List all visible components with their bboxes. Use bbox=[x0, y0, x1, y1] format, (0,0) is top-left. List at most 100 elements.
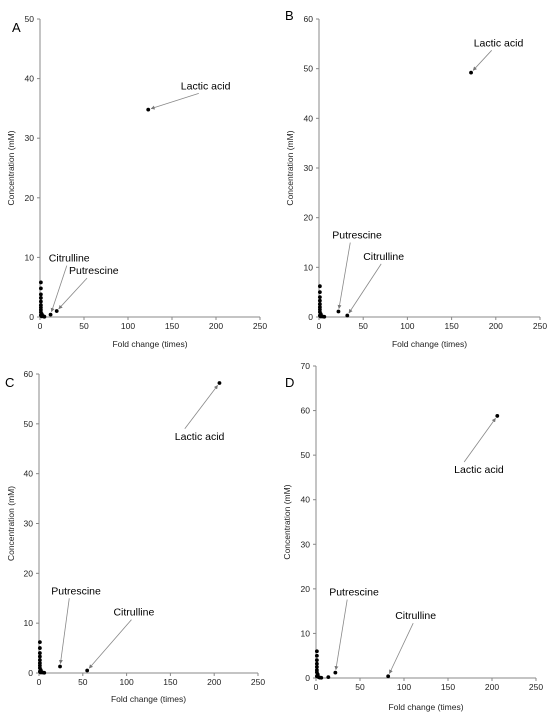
annotation-arrow bbox=[472, 50, 492, 71]
annotation-label: Citrulline bbox=[113, 607, 154, 619]
y-axis-title: Concentration (mM) bbox=[6, 486, 16, 561]
annotation-label: Putrescine bbox=[69, 265, 119, 277]
y-tick-label: 20 bbox=[301, 584, 311, 594]
x-tick-label: 50 bbox=[78, 677, 88, 687]
data-point bbox=[317, 295, 322, 300]
y-tick-label: 50 bbox=[25, 14, 35, 24]
data-point bbox=[319, 675, 324, 680]
x-axis-title: Fold change (times) bbox=[392, 339, 467, 349]
annotation-arrow bbox=[150, 92, 199, 110]
y-tick-label: 40 bbox=[301, 495, 311, 505]
data-point bbox=[345, 313, 350, 318]
annotation-arrow bbox=[50, 265, 68, 313]
data-point bbox=[37, 658, 42, 662]
data-point bbox=[48, 312, 53, 317]
annotation-arrow bbox=[184, 385, 218, 430]
y-tick-label: 50 bbox=[24, 419, 34, 429]
y-axis-title: Concentration (mM) bbox=[6, 130, 16, 205]
data-point bbox=[314, 664, 319, 669]
x-tick-label: 150 bbox=[163, 677, 177, 687]
data-point bbox=[314, 653, 319, 658]
x-tick-label: 250 bbox=[253, 321, 267, 331]
x-tick-label: 100 bbox=[400, 321, 414, 331]
x-tick-label: 200 bbox=[209, 321, 223, 331]
data-point bbox=[37, 651, 42, 655]
y-tick-label: 30 bbox=[24, 519, 34, 529]
y-tick-label: 0 bbox=[305, 673, 310, 683]
data-point bbox=[146, 107, 151, 112]
data-point bbox=[333, 670, 338, 675]
panel-label: A bbox=[12, 20, 21, 35]
y-tick-label: 10 bbox=[24, 618, 34, 628]
annotation-label: Citrulline bbox=[363, 251, 404, 263]
x-tick-label: 100 bbox=[121, 321, 135, 331]
x-tick-label: 200 bbox=[207, 677, 221, 687]
data-point bbox=[386, 674, 391, 679]
y-axis-title: Concentration (mM) bbox=[282, 484, 292, 559]
x-tick-label: 150 bbox=[441, 682, 455, 692]
data-point bbox=[42, 314, 47, 319]
panel-b: B 0 10 20 30 40 50 60 0 50 100 150 200 250 Fold change… bbox=[285, 8, 547, 349]
data-point bbox=[217, 381, 222, 385]
x-tick-label: 100 bbox=[120, 677, 134, 687]
data-point bbox=[314, 649, 319, 654]
x-axis-title: Fold change (times) bbox=[112, 339, 187, 349]
annotation-arrow bbox=[337, 242, 351, 309]
x-tick-label: 250 bbox=[529, 682, 543, 692]
data-point bbox=[317, 298, 322, 303]
y-tick-label: 50 bbox=[301, 450, 311, 460]
panel-label: B bbox=[285, 8, 294, 23]
y-tick-label: 10 bbox=[304, 262, 314, 272]
data-point bbox=[85, 668, 90, 673]
y-axis-title: Concentration (mM) bbox=[285, 130, 295, 205]
annotation-arrow bbox=[58, 277, 88, 310]
x-tick-label: 50 bbox=[79, 321, 89, 331]
annotation-label: Lactic acid bbox=[175, 431, 225, 443]
data-point bbox=[495, 414, 500, 418]
data-point bbox=[317, 302, 322, 306]
data-point bbox=[469, 70, 473, 75]
panel-label: C bbox=[5, 375, 14, 390]
data-point bbox=[37, 646, 42, 650]
y-tick-label: 20 bbox=[25, 193, 35, 203]
y-tick-label: 30 bbox=[304, 163, 314, 173]
y-tick-label: 50 bbox=[304, 64, 314, 74]
x-tick-label: 0 bbox=[314, 682, 319, 692]
data-point bbox=[42, 670, 47, 675]
panel-d: D 0 10 20 30 40 50 60 70 0 50 100 150 200 250 Fold chan… bbox=[282, 361, 543, 712]
data-point bbox=[38, 670, 43, 675]
x-tick-label: 150 bbox=[445, 321, 459, 331]
annotation-arrow bbox=[389, 622, 414, 674]
annotation-arrow bbox=[88, 619, 132, 669]
data-point bbox=[54, 309, 59, 313]
y-tick-label: 30 bbox=[301, 539, 311, 549]
annotation-label: Lactic acid bbox=[474, 37, 524, 49]
annotation-arrow bbox=[463, 418, 496, 463]
data-point bbox=[38, 292, 43, 297]
x-tick-label: 150 bbox=[165, 321, 179, 331]
annotation-label: Putrescine bbox=[329, 587, 379, 599]
data-point bbox=[58, 664, 62, 669]
y-tick-label: 40 bbox=[25, 74, 35, 84]
data-point bbox=[322, 314, 327, 319]
x-tick-label: 200 bbox=[489, 321, 503, 331]
data-point bbox=[38, 286, 43, 291]
x-tick-label: 100 bbox=[397, 682, 411, 692]
x-tick-label: 250 bbox=[533, 321, 547, 331]
data-point bbox=[317, 284, 322, 289]
x-tick-label: 200 bbox=[485, 682, 499, 692]
x-tick-label: 50 bbox=[358, 321, 368, 331]
annotation-arrow bbox=[348, 263, 382, 314]
data-point bbox=[326, 675, 331, 680]
data-point bbox=[38, 296, 43, 300]
annotation-label: Putrescine bbox=[332, 230, 382, 242]
data-point bbox=[38, 299, 43, 304]
annotation-label: Putrescine bbox=[51, 585, 101, 597]
y-tick-label: 10 bbox=[301, 628, 311, 638]
annotation-arrow bbox=[58, 598, 70, 664]
x-tick-label: 50 bbox=[355, 682, 365, 692]
y-tick-label: 40 bbox=[24, 469, 34, 479]
x-axis-title: Fold change (times) bbox=[111, 694, 186, 704]
data-point bbox=[37, 654, 42, 659]
